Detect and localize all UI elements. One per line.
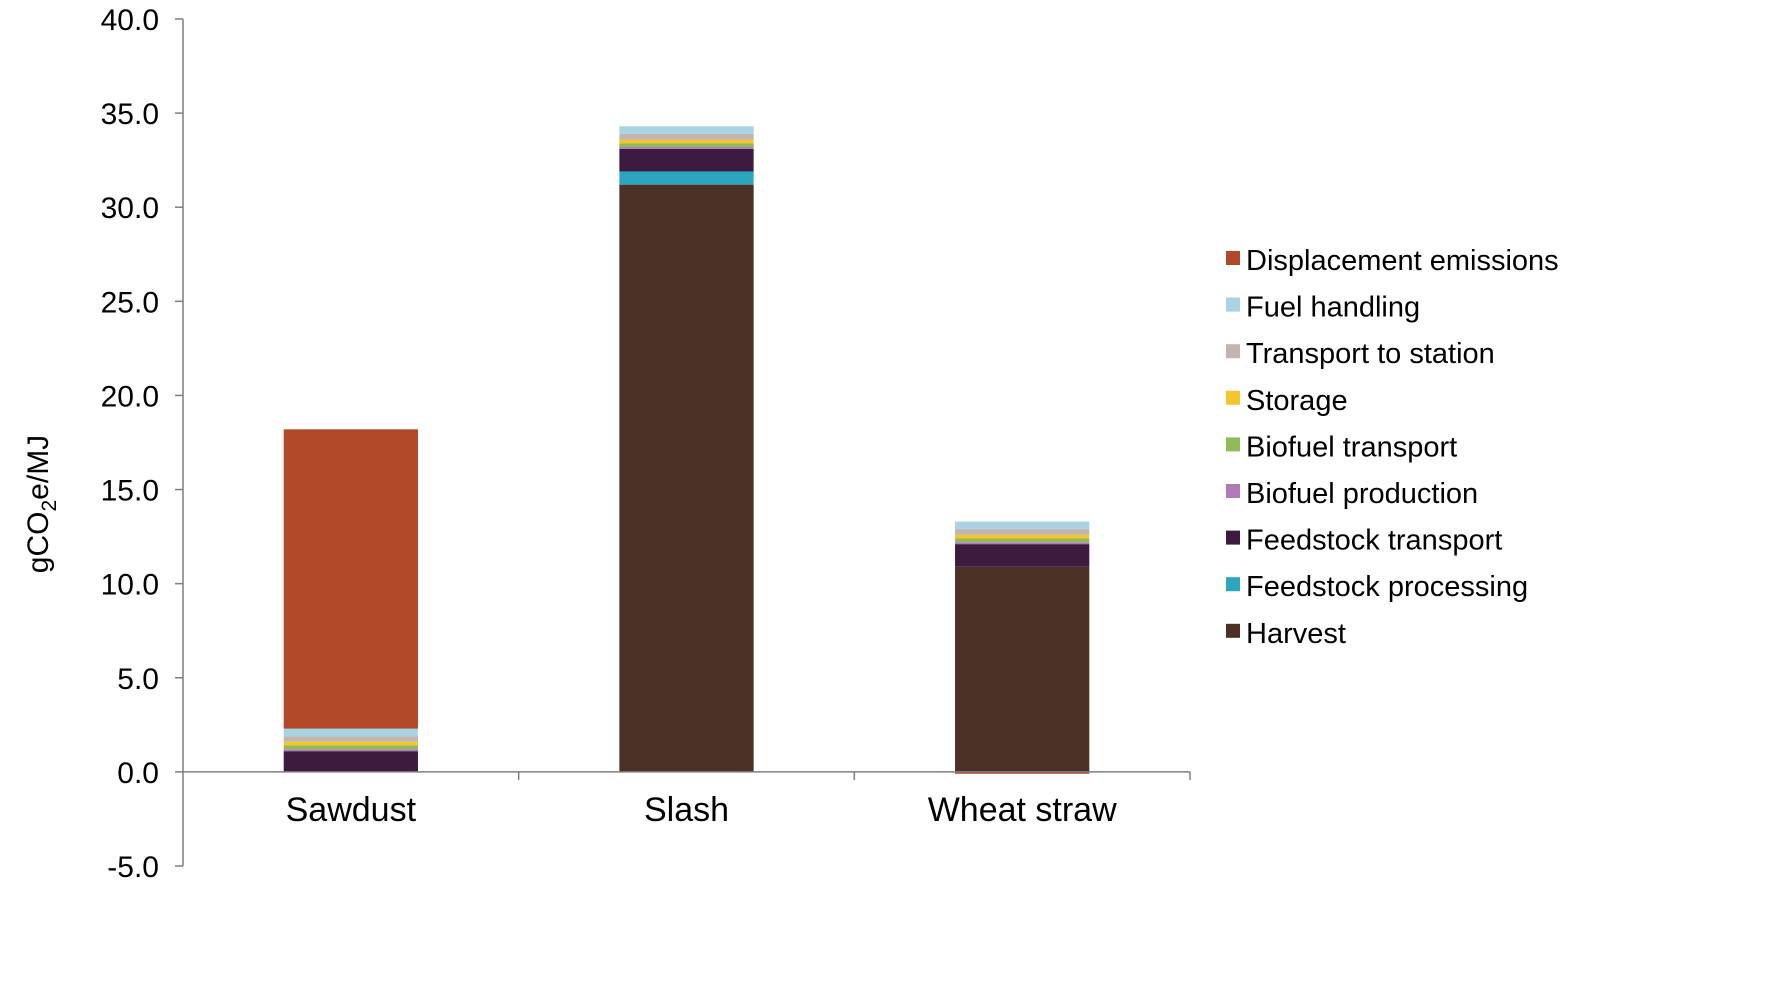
bar-segment-biofuel-transport bbox=[955, 538, 1090, 543]
x-category-label: Wheat straw bbox=[928, 791, 1117, 829]
y-tick-label: 25.0 bbox=[101, 286, 159, 319]
legend-label: Biofuel production bbox=[1246, 478, 1478, 510]
legend-label: Biofuel transport bbox=[1246, 431, 1457, 463]
bar-segment-harvest bbox=[955, 566, 1090, 772]
bar-segment-fuel-handling bbox=[619, 126, 754, 134]
y-tick-label: 30.0 bbox=[101, 192, 159, 225]
bar-segment-feedstock-transport bbox=[955, 544, 1090, 567]
y-tick-label: 0.0 bbox=[117, 757, 159, 790]
legend-swatch bbox=[1226, 623, 1240, 638]
legend-item: Biofuel transport bbox=[1226, 431, 1457, 463]
legend-swatch bbox=[1226, 297, 1240, 312]
svg-text:gCO2e/MJ: gCO2e/MJ bbox=[22, 435, 61, 573]
y-axis-label-suffix: e/MJ bbox=[22, 435, 55, 500]
y-tick-label: 35.0 bbox=[101, 98, 159, 131]
legend-swatch bbox=[1226, 484, 1240, 498]
bar-segment-biofuel-transport bbox=[619, 143, 754, 147]
y-axis-label-subscript: 2 bbox=[38, 500, 61, 512]
legend-label: Feedstock transport bbox=[1246, 525, 1502, 557]
bar-segment-biofuel-production bbox=[283, 749, 418, 752]
legend-item: Storage bbox=[1226, 385, 1348, 417]
bar-segment-fuel-handling bbox=[283, 728, 418, 737]
y-tick-label: -5.0 bbox=[107, 851, 159, 884]
legend-swatch bbox=[1226, 344, 1240, 359]
bar-segment-feedstock-transport bbox=[619, 148, 754, 172]
legend-item: Harvest bbox=[1226, 618, 1346, 650]
bars-layer bbox=[283, 126, 1090, 774]
x-category-label: Slash bbox=[644, 791, 729, 829]
legend-item: Biofuel production bbox=[1226, 478, 1478, 510]
axes-layer: -5.0 0.0 5.0 10.0 15.0 20.0 25.0 30.0 35.0 40.0 Sa… bbox=[101, 4, 1191, 884]
bar-segment-feedstock-transport bbox=[283, 751, 418, 772]
legend-label: Transport to station bbox=[1246, 338, 1495, 370]
bar-segment-feedstock-processing bbox=[619, 171, 754, 185]
legend-label: Displacement emissions bbox=[1246, 245, 1559, 277]
legend-swatch bbox=[1226, 251, 1240, 265]
y-tick-label: 10.0 bbox=[101, 569, 159, 602]
y-tick-label: 15.0 bbox=[101, 475, 159, 508]
bar-segment-biofuel-transport bbox=[283, 745, 418, 750]
bar-segment-storage bbox=[955, 534, 1090, 539]
bar-segment-storage bbox=[283, 741, 418, 746]
y-tick-label: 5.0 bbox=[117, 663, 159, 696]
legend-swatch bbox=[1226, 390, 1240, 405]
legend-label: Fuel handling bbox=[1246, 292, 1420, 324]
bar-segment-displacement-emissions bbox=[283, 429, 418, 729]
legend-swatch bbox=[1226, 577, 1240, 592]
bar-segment-biofuel-production bbox=[955, 542, 1090, 545]
legend-item: Displacement emissions bbox=[1226, 245, 1559, 277]
x-category-label: Sawdust bbox=[286, 791, 417, 829]
bar-segment-storage bbox=[619, 139, 754, 144]
legend-label: Feedstock processing bbox=[1246, 571, 1528, 603]
bar-segment-transport-to-station bbox=[619, 133, 754, 140]
y-axis-label-prefix: gCO bbox=[22, 512, 55, 574]
y-axis-label: gCO2e/MJ bbox=[22, 435, 61, 573]
y-tick-label: 40.0 bbox=[101, 4, 159, 37]
bar-segment-transport-to-station bbox=[283, 736, 418, 742]
bar-segment-biofuel-production bbox=[619, 146, 754, 149]
bar-segment-fuel-handling bbox=[955, 521, 1090, 530]
bar-segment-transport-to-station bbox=[955, 529, 1090, 535]
bar-segment-displacement-emissions bbox=[955, 771, 1090, 774]
legend-item: Feedstock transport bbox=[1226, 525, 1502, 557]
y-tick-label: 20.0 bbox=[101, 380, 159, 413]
legend-item: Fuel handling bbox=[1226, 292, 1420, 324]
legend-item: Transport to station bbox=[1226, 338, 1495, 370]
legend-item: Feedstock processing bbox=[1226, 571, 1528, 603]
bar-segment-harvest bbox=[619, 184, 754, 772]
legend: Displacement emissions Fuel handling Trans… bbox=[1226, 245, 1559, 650]
legend-label: Harvest bbox=[1246, 618, 1346, 650]
legend-swatch bbox=[1226, 437, 1240, 452]
legend-label: Storage bbox=[1246, 385, 1348, 417]
legend-swatch bbox=[1226, 530, 1240, 545]
